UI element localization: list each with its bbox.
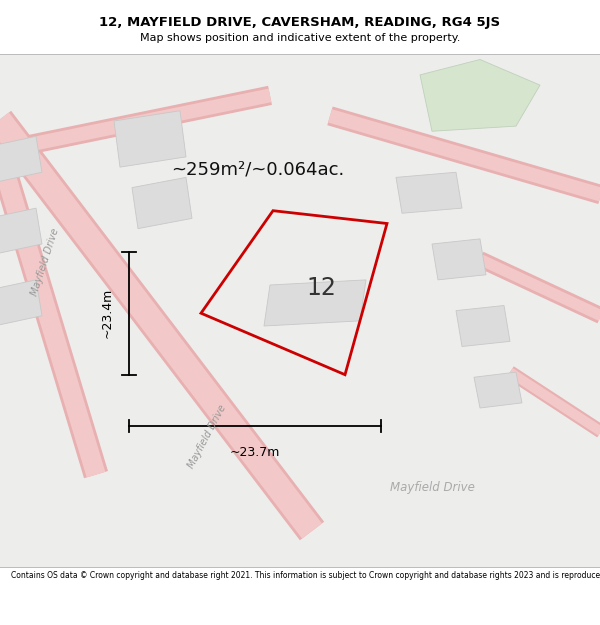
Text: Contains OS data © Crown copyright and database right 2021. This information is : Contains OS data © Crown copyright and d… [11,571,600,579]
Text: ~259m²/~0.064ac.: ~259m²/~0.064ac. [171,161,344,179]
Polygon shape [474,372,522,408]
Polygon shape [0,136,42,182]
Text: 12, MAYFIELD DRIVE, CAVERSHAM, READING, RG4 5JS: 12, MAYFIELD DRIVE, CAVERSHAM, READING, … [100,16,500,29]
Polygon shape [132,177,192,229]
Text: 12: 12 [306,276,336,299]
Polygon shape [396,173,462,213]
Text: Mayfield Drive: Mayfield Drive [29,227,61,297]
Text: ~23.7m: ~23.7m [230,446,280,459]
Polygon shape [114,111,186,167]
Text: Mayfield Drive: Mayfield Drive [186,402,228,469]
Polygon shape [264,280,366,326]
Polygon shape [420,59,540,131]
Text: ~23.4m: ~23.4m [101,288,114,338]
Text: Mayfield Drive: Mayfield Drive [389,481,475,494]
Polygon shape [432,239,486,280]
Polygon shape [0,208,42,254]
Text: Map shows position and indicative extent of the property.: Map shows position and indicative extent… [140,33,460,43]
Polygon shape [0,280,42,326]
Polygon shape [456,306,510,346]
